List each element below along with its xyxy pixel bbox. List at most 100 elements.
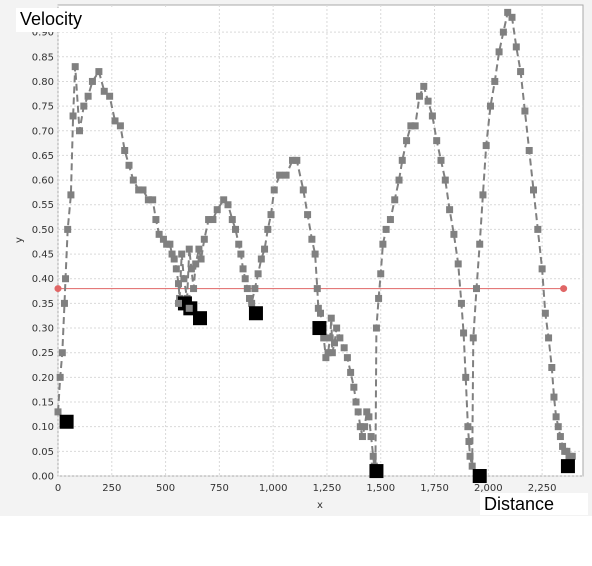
- data-point: [568, 452, 576, 460]
- series-markers: [54, 8, 576, 475]
- data-point: [178, 250, 186, 258]
- data-point: [239, 265, 247, 273]
- data-point: [428, 112, 436, 120]
- data-point: [54, 408, 62, 416]
- data-point: [468, 462, 476, 470]
- data-point: [213, 206, 221, 214]
- y-tick-label: 0.90: [32, 28, 54, 39]
- data-point: [377, 270, 385, 278]
- data-point: [508, 13, 516, 21]
- large-data-point: [248, 306, 263, 321]
- data-point: [504, 8, 512, 16]
- data-point: [185, 245, 193, 253]
- data-point: [205, 216, 213, 224]
- data-point: [379, 240, 387, 248]
- data-point: [464, 423, 472, 431]
- data-point: [152, 216, 160, 224]
- data-point: [446, 206, 454, 214]
- data-point: [64, 225, 72, 233]
- reference-line-endpoint: [54, 285, 62, 293]
- data-point: [433, 137, 441, 145]
- large-data-point: [59, 414, 74, 429]
- y-tick-label: 0.75: [32, 102, 54, 113]
- data-point: [71, 63, 79, 71]
- x-tick-label: 2,250: [528, 483, 557, 494]
- data-point: [457, 299, 465, 307]
- data-point: [254, 270, 262, 278]
- data-point: [340, 344, 348, 352]
- data-point: [248, 299, 256, 307]
- data-point: [479, 191, 487, 199]
- data-point: [174, 280, 182, 288]
- data-point: [289, 156, 297, 164]
- data-point: [382, 225, 390, 233]
- y-tick-label: 0.85: [32, 52, 54, 63]
- chart-title: Velocity: [16, 8, 214, 32]
- data-point: [391, 196, 399, 204]
- data-point: [386, 216, 394, 224]
- data-point: [62, 275, 70, 283]
- data-point: [521, 107, 529, 115]
- data-point: [326, 334, 334, 342]
- scatter-chart: 0.00 0.05 0.10 0.15 0.20 0.25 0.30 0.35 0.40 0.45…: [14, 4, 584, 511]
- data-point: [241, 275, 249, 283]
- data-point: [495, 48, 503, 56]
- small-markers: [174, 299, 193, 312]
- data-point: [372, 324, 380, 332]
- data-point: [168, 250, 176, 258]
- data-point: [420, 82, 428, 90]
- data-point: [116, 122, 124, 130]
- x-tick-label: 250: [102, 483, 121, 494]
- x-tick-label: 1,500: [366, 483, 395, 494]
- large-data-point: [472, 469, 487, 483]
- data-point: [336, 334, 344, 342]
- small-data-point: [174, 299, 182, 307]
- y-tick-label: 0.00: [32, 472, 54, 483]
- data-point: [450, 230, 458, 238]
- data-point: [180, 275, 188, 283]
- data-point: [550, 393, 558, 401]
- data-point: [554, 423, 562, 431]
- data-point: [170, 255, 178, 263]
- data-point: [343, 354, 351, 362]
- data-point: [356, 423, 364, 431]
- data-point: [270, 186, 278, 194]
- data-point: [56, 373, 64, 381]
- data-point: [476, 240, 484, 248]
- reference-line-endpoints: [54, 285, 568, 293]
- data-point: [76, 127, 84, 135]
- data-point: [517, 68, 525, 76]
- y-tick-label: 0.45: [32, 250, 54, 261]
- data-point: [267, 211, 275, 219]
- data-point: [465, 437, 473, 445]
- data-point: [320, 334, 328, 342]
- x-tick-label: 2,000: [474, 483, 503, 494]
- data-point: [367, 433, 375, 441]
- data-point: [361, 423, 369, 431]
- data-point: [257, 255, 265, 263]
- data-point: [121, 146, 129, 154]
- large-data-point: [369, 464, 384, 479]
- data-point: [237, 250, 245, 258]
- data-point: [144, 196, 152, 204]
- data-point: [541, 309, 549, 317]
- data-point: [398, 156, 406, 164]
- y-tick-label: 0.20: [32, 373, 54, 384]
- data-point: [139, 186, 147, 194]
- data-point: [365, 413, 373, 421]
- data-point: [264, 225, 272, 233]
- data-point: [166, 240, 174, 248]
- x-axis-title: x: [317, 500, 323, 511]
- chart-frame: 0.00 0.05 0.10 0.15 0.20 0.25 0.30 0.35 0.40 0.45…: [0, 0, 592, 516]
- y-tick-label: 0.70: [32, 126, 54, 137]
- data-point: [261, 245, 269, 253]
- data-point: [311, 250, 319, 258]
- data-point: [324, 349, 332, 357]
- data-point: [534, 225, 542, 233]
- data-point: [135, 186, 143, 194]
- data-point: [159, 235, 167, 243]
- data-point: [304, 211, 312, 219]
- data-point: [69, 112, 77, 120]
- data-point: [308, 235, 316, 243]
- y-tick-label: 0.60: [32, 176, 54, 187]
